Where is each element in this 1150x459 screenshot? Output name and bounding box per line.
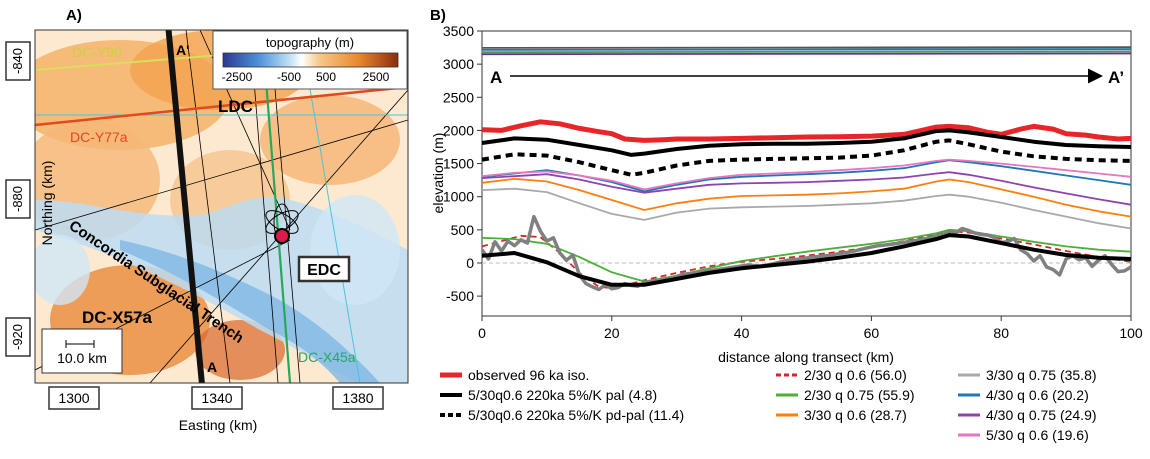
legend: observed 96 ka iso. 5/30q0.6 220ka 5%/K p…	[440, 367, 1097, 443]
colorbar-inset: topography (m) -2500 -500 500 2500	[212, 30, 408, 90]
easting-tick: 1340	[201, 390, 232, 406]
legend-label: 4/30 q 0.75 (24.9)	[986, 407, 1097, 423]
colorbar-tick: 500	[316, 70, 336, 84]
scale-bar-label: 10.0 km	[57, 350, 107, 366]
northing-tick: -920	[10, 324, 25, 350]
series-line-13	[481, 50, 1132, 54]
northing-tick: -880	[10, 186, 25, 212]
axis-ticks: -500 0 500 1000 1500 2000 2500 3000 3500 0 20 40 60 8…	[443, 23, 1143, 341]
arrow-label-start: A	[490, 68, 502, 87]
series-line-9	[481, 158, 1132, 191]
series-line-4	[481, 228, 1132, 283]
y-tick-label: 500	[451, 222, 475, 238]
dc-y77a-line	[35, 85, 408, 127]
transect-line	[165, 30, 205, 383]
colorbar-tick: -500	[277, 70, 301, 84]
highland-south	[195, 320, 285, 380]
map-label-dc-x57a: DC-X57a	[82, 308, 152, 327]
series-layer	[480, 46, 1132, 292]
legend-label: 3/30 q 0.6 (28.7)	[804, 407, 907, 423]
x-tick-label: 20	[604, 325, 620, 341]
y-tick-label: 1000	[443, 189, 474, 205]
map-label-ldc: LDC	[218, 97, 253, 116]
legend-label: 3/30 q 0.75 (35.8)	[986, 367, 1097, 383]
y-tick-label: 2000	[443, 122, 474, 138]
northing-tick: -840	[10, 48, 25, 74]
y-tick-label: 0	[466, 255, 474, 271]
series-line-11	[481, 233, 1132, 287]
survey-line	[35, 119, 408, 231]
map-label-dc-x45a: DC-X45a	[298, 349, 356, 365]
elevation-chart: -500 0 500 1000 1500 2000 2500 3000 3500 0 20 40 60 8…	[443, 23, 1143, 341]
x-tick-label: 0	[478, 325, 486, 341]
legend-label: 2/30 q 0.75 (55.9)	[804, 387, 915, 403]
y-tick-label: -500	[446, 288, 474, 304]
northing-ticks: -840 -880 -920	[5, 41, 31, 357]
colorbar-tick: 2500	[363, 70, 390, 84]
easting-tick: 1380	[342, 390, 373, 406]
legend-label: 5/30 q 0.6 (19.6)	[986, 427, 1089, 443]
y-tick-label: 2500	[443, 89, 474, 105]
plot-frame	[481, 30, 1132, 317]
x-tick-label: 80	[993, 325, 1009, 341]
survey-line	[185, 30, 231, 383]
map-frame	[34, 29, 409, 384]
colorbar-tick: -2500	[222, 70, 253, 84]
series-line-15	[481, 46, 1132, 49]
x-tick-label: 100	[1119, 325, 1143, 341]
panel-b-label: B)	[430, 7, 446, 24]
east-basin	[310, 195, 400, 305]
colorbar-gradient	[222, 52, 399, 68]
legend-label: observed 96 ka iso.	[468, 367, 589, 383]
series-line-12	[481, 52, 1132, 56]
colorbar-title: topography (m)	[266, 35, 354, 50]
legend-label: 5/30q0.6 220ka 5%/K pd-pal (11.4)	[468, 407, 684, 423]
x-axis-label: distance along transect (km)	[718, 349, 894, 365]
easting-tick: 1300	[58, 390, 89, 406]
easting-ticks: 1300 1340 1380	[48, 386, 384, 410]
map-label-dc-y90: DC-Y90	[72, 44, 122, 60]
legend-label: 4/30 q 0.6 (20.2)	[986, 387, 1089, 403]
series-line-14	[481, 48, 1132, 51]
panel-a-label: A)	[66, 7, 82, 24]
series-line-5	[481, 177, 1132, 218]
series-line-0	[481, 119, 1132, 143]
series-line-8	[481, 171, 1132, 206]
y-tick-label: 3500	[443, 23, 474, 39]
series-line-10	[480, 214, 1132, 292]
edc-label-box	[297, 255, 351, 283]
west-basin	[35, 235, 90, 305]
y-tick-label: 3000	[443, 56, 474, 72]
map-label-dc-y77a: DC-Y77a	[70, 129, 128, 145]
trench-deep	[120, 240, 380, 383]
map-label-a: A	[207, 359, 217, 375]
x-tick-label: 40	[734, 325, 750, 341]
map-label-edc: EDC	[307, 262, 341, 279]
arrow-label-end: A’	[1108, 68, 1124, 87]
legend-label: 2/30 q 0.6 (56.0)	[804, 367, 907, 383]
y-axis-label: elevation (m)	[430, 133, 446, 214]
series-line-6	[481, 187, 1132, 230]
series-line-1	[481, 128, 1132, 157]
series-line-2	[481, 138, 1132, 177]
edc-marker	[274, 228, 290, 244]
highland-east	[260, 95, 400, 185]
scale-bar: 10.0 km	[41, 328, 123, 374]
legend-label: 5/30q0.6 220ka 5%/K pal (4.8)	[468, 387, 657, 403]
y-tick-label: 1500	[443, 156, 474, 172]
x-tick-label: 60	[864, 325, 880, 341]
northing-axis-label: Northing (km)	[39, 161, 55, 246]
easting-axis-label: Easting (km)	[179, 417, 258, 433]
map-label-a-prime: A'	[176, 42, 189, 58]
